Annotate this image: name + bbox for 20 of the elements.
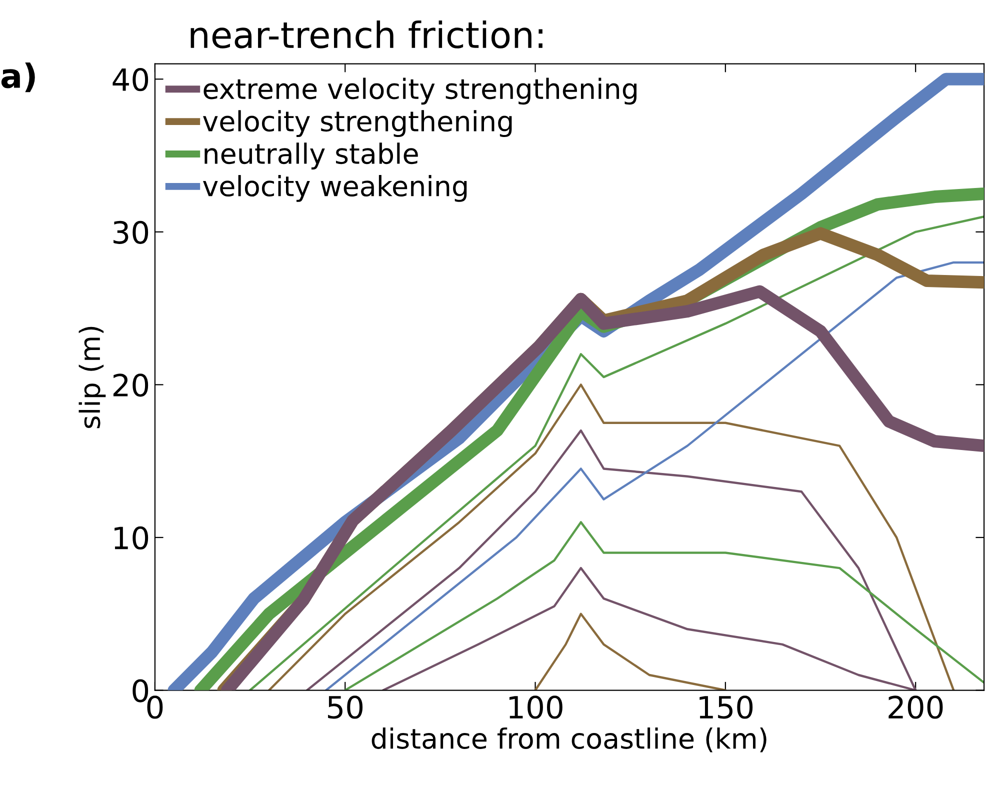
y-axis-title: slip (m) [78, 326, 106, 428]
y-tick-label: 40 [112, 68, 148, 92]
line-series [534, 612, 727, 690]
x-tick-label: 0 [147, 696, 163, 719]
y-tick-label: 10 [114, 526, 148, 550]
legend-label: velocity weakening [203, 175, 467, 202]
line-series [268, 384, 955, 690]
x-tick-label: 200 [888, 696, 943, 719]
legend-label: velocity strengthening [203, 110, 512, 138]
y-tick-label: 0 [132, 679, 148, 702]
y-tick-label: 20 [113, 374, 148, 397]
legend-label: neutrally stable [204, 142, 418, 170]
x-tick-label: 100 [509, 696, 562, 719]
text: a) [1, 62, 35, 92]
x-tick-label: 50 [328, 696, 363, 719]
legend-label: extreme velocity strengthening [204, 78, 636, 105]
chart-title: near-trench friction: [190, 20, 542, 48]
x-axis-title: distance from coastline (km) [372, 727, 766, 752]
x-tick-label: 150 [700, 696, 753, 719]
y-tick-label: 30 [114, 220, 148, 244]
